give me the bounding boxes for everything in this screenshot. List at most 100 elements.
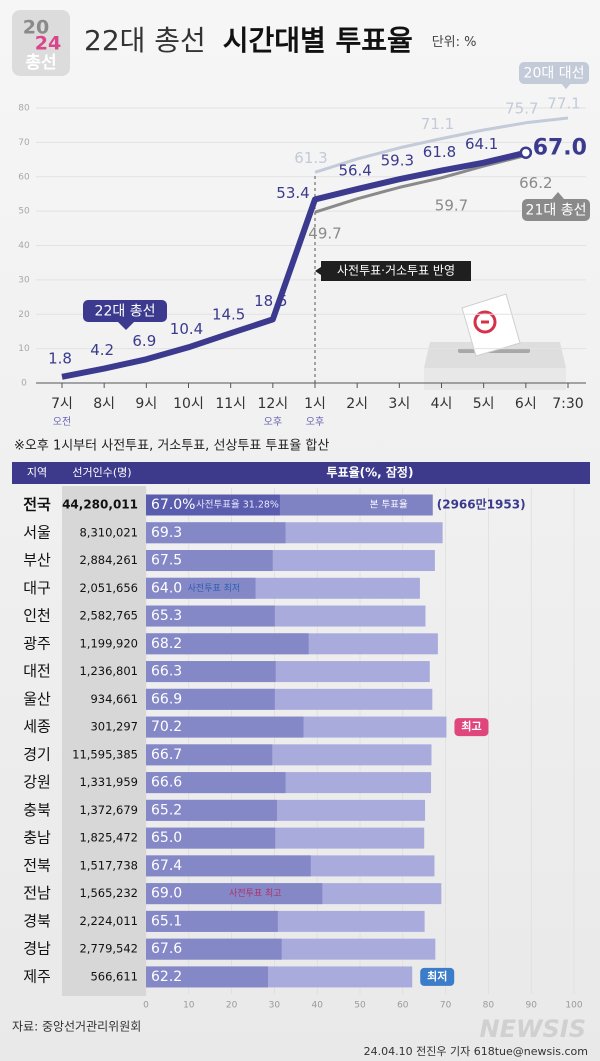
x-tick-label: 50 <box>354 1001 366 1011</box>
row-note: 사전투표 최고 <box>229 888 282 899</box>
early-vote-bar <box>146 550 273 572</box>
early-vote-bar <box>146 577 256 599</box>
voters: 301,297 <box>90 720 138 734</box>
turnout-label: 67.0% <box>151 497 195 513</box>
title-bold: 시간대별 투표율 <box>223 24 413 57</box>
badge-label: 최고 <box>461 719 481 733</box>
early-vote-bar <box>146 522 286 544</box>
voters: 1,199,920 <box>79 636 138 650</box>
y-tick-label: 80 <box>18 104 30 114</box>
value-label: 56.4 <box>338 162 371 180</box>
voters: 8,310,021 <box>79 525 138 539</box>
value-label: 59.7 <box>435 196 468 214</box>
logo-year-bottom: 24 <box>35 33 61 55</box>
turnout-label: 65.3 <box>151 608 182 624</box>
ballot-stamp <box>473 310 497 334</box>
ballot-box-body <box>424 368 566 390</box>
early-vote-bar <box>146 966 268 988</box>
early-vote-bar <box>146 799 277 821</box>
voters: 2,779,542 <box>79 942 138 956</box>
voters: 1,825,472 <box>79 831 138 845</box>
chart-note: ※오후 1시부터 사전투표, 거소투표, 선상투표 투표율 합산 <box>14 439 329 454</box>
early-vote-bar <box>146 910 278 932</box>
region: 대전 <box>23 662 51 680</box>
x-tick-label: 5시 <box>473 396 495 412</box>
early-vote-bar <box>146 883 323 905</box>
annotation-pointer <box>315 267 321 275</box>
logo-box <box>12 10 70 76</box>
legend-pointer <box>552 192 564 199</box>
value-label: 67.0 <box>533 136 587 161</box>
voters: 2,051,656 <box>79 581 138 595</box>
y-tick-label: 60 <box>18 172 30 182</box>
credit: 24.04.10 전진우 기자 618tue@newsis.com <box>364 1045 588 1058</box>
early-vote-bar <box>146 633 309 655</box>
voters: 1,236,801 <box>79 664 138 678</box>
turnout-label: 65.2 <box>151 802 182 818</box>
region: 세종 <box>23 718 51 736</box>
value-label: 64.1 <box>465 135 498 153</box>
value-label: 77.1 <box>547 94 580 112</box>
voters: 1,517,738 <box>79 858 138 872</box>
region: 강원 <box>23 773 51 791</box>
value-label: 61.8 <box>423 143 456 161</box>
turnout-label: 66.6 <box>151 775 182 791</box>
turnout-label: 66.3 <box>151 664 182 680</box>
early-vote-bar <box>146 827 276 849</box>
value-label: 6.9 <box>132 332 156 350</box>
series-line <box>61 149 527 380</box>
voters: 1,331,959 <box>79 775 138 789</box>
legend-pointer <box>560 82 572 89</box>
x-tick-label: 60 <box>397 1001 409 1011</box>
annotation: 사전투표·거소투표 반영 <box>337 264 455 278</box>
early-label: 사전투표율 31.28% <box>196 500 279 511</box>
row-note: 사전투표 최저 <box>188 583 241 594</box>
x-tick-label: 10 <box>183 1001 195 1011</box>
early-vote-bar <box>146 661 276 683</box>
series-line <box>314 116 569 174</box>
y-tick-label: 30 <box>18 275 30 285</box>
turnout-label: 66.9 <box>151 691 182 707</box>
region: 전국 <box>23 496 51 514</box>
voters-column-bg <box>62 486 146 996</box>
x-tick-note: 오후 <box>306 416 324 428</box>
x-tick-label: 100 <box>565 1001 582 1011</box>
x-tick-label: 3시 <box>388 396 410 412</box>
value-label: 66.2 <box>519 174 552 192</box>
y-tick-label: 20 <box>18 310 30 320</box>
early-vote-bar <box>146 688 275 710</box>
badge <box>454 718 489 737</box>
value-label: 71.1 <box>421 115 454 133</box>
unit: 단위: % <box>432 35 477 50</box>
x-tick-label: 2시 <box>346 396 368 412</box>
legend-pointer <box>118 322 134 330</box>
region: 충북 <box>23 801 51 819</box>
legend-box <box>519 62 589 84</box>
x-tick-label: 7:30 <box>552 396 583 412</box>
voters: 2,224,011 <box>79 914 138 928</box>
voters: 934,661 <box>90 692 138 706</box>
y-tick-label: 40 <box>18 241 30 251</box>
region: 대구 <box>23 579 51 597</box>
legend-label: 20대 대선 <box>524 66 585 82</box>
main-label: 본 투표율 <box>370 500 408 511</box>
value-label: 49.7 <box>308 225 341 243</box>
turnout-label: 67.4 <box>151 858 182 874</box>
turnout-label: 67.5 <box>151 553 182 569</box>
x-tick-label: 8시 <box>93 396 115 412</box>
early-vote-bar <box>146 855 311 877</box>
early-vote-bar <box>146 605 275 627</box>
ballot-paper <box>461 293 521 357</box>
x-tick-label: 90 <box>525 1001 537 1011</box>
column-header: 투표율(%, 잠정) <box>327 465 414 480</box>
turnout-label: 68.2 <box>151 636 182 652</box>
turnout-label: 67.6 <box>151 941 182 957</box>
x-tick-label: 12시 <box>257 396 288 412</box>
region: 제주 <box>23 967 51 985</box>
value-label: 61.3 <box>294 149 327 167</box>
turnout-label: 69.3 <box>151 525 182 541</box>
turnout-label: 69.0 <box>151 886 182 902</box>
early-vote-bar <box>146 938 282 960</box>
value-label: 4.2 <box>90 341 114 359</box>
